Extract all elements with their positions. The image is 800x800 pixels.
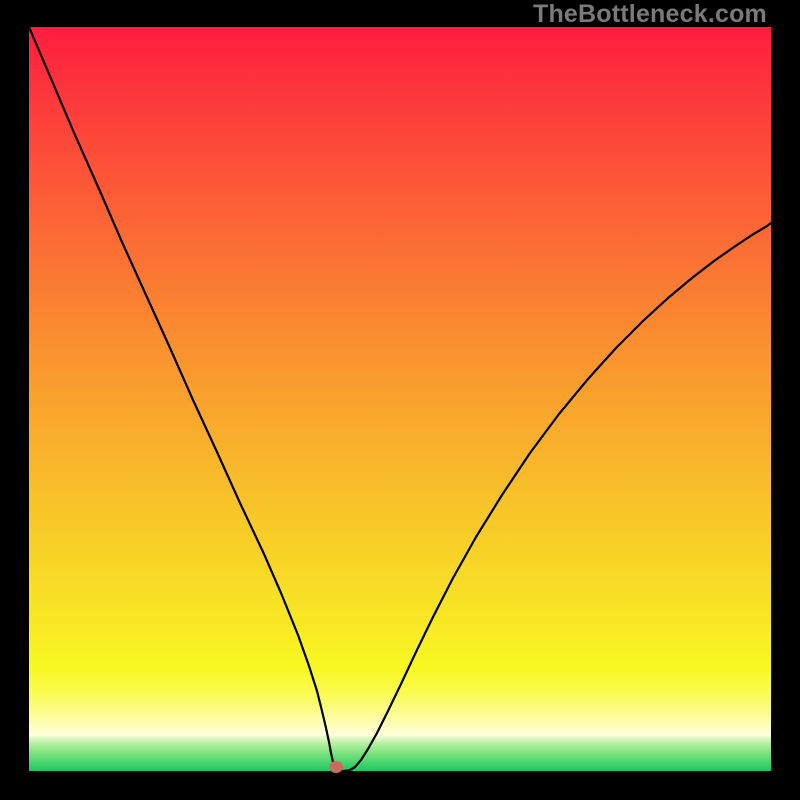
plot-area — [29, 27, 771, 771]
watermark-text: TheBottleneck.com — [533, 0, 767, 29]
chart-container: TheBottleneck.com — [0, 0, 800, 800]
